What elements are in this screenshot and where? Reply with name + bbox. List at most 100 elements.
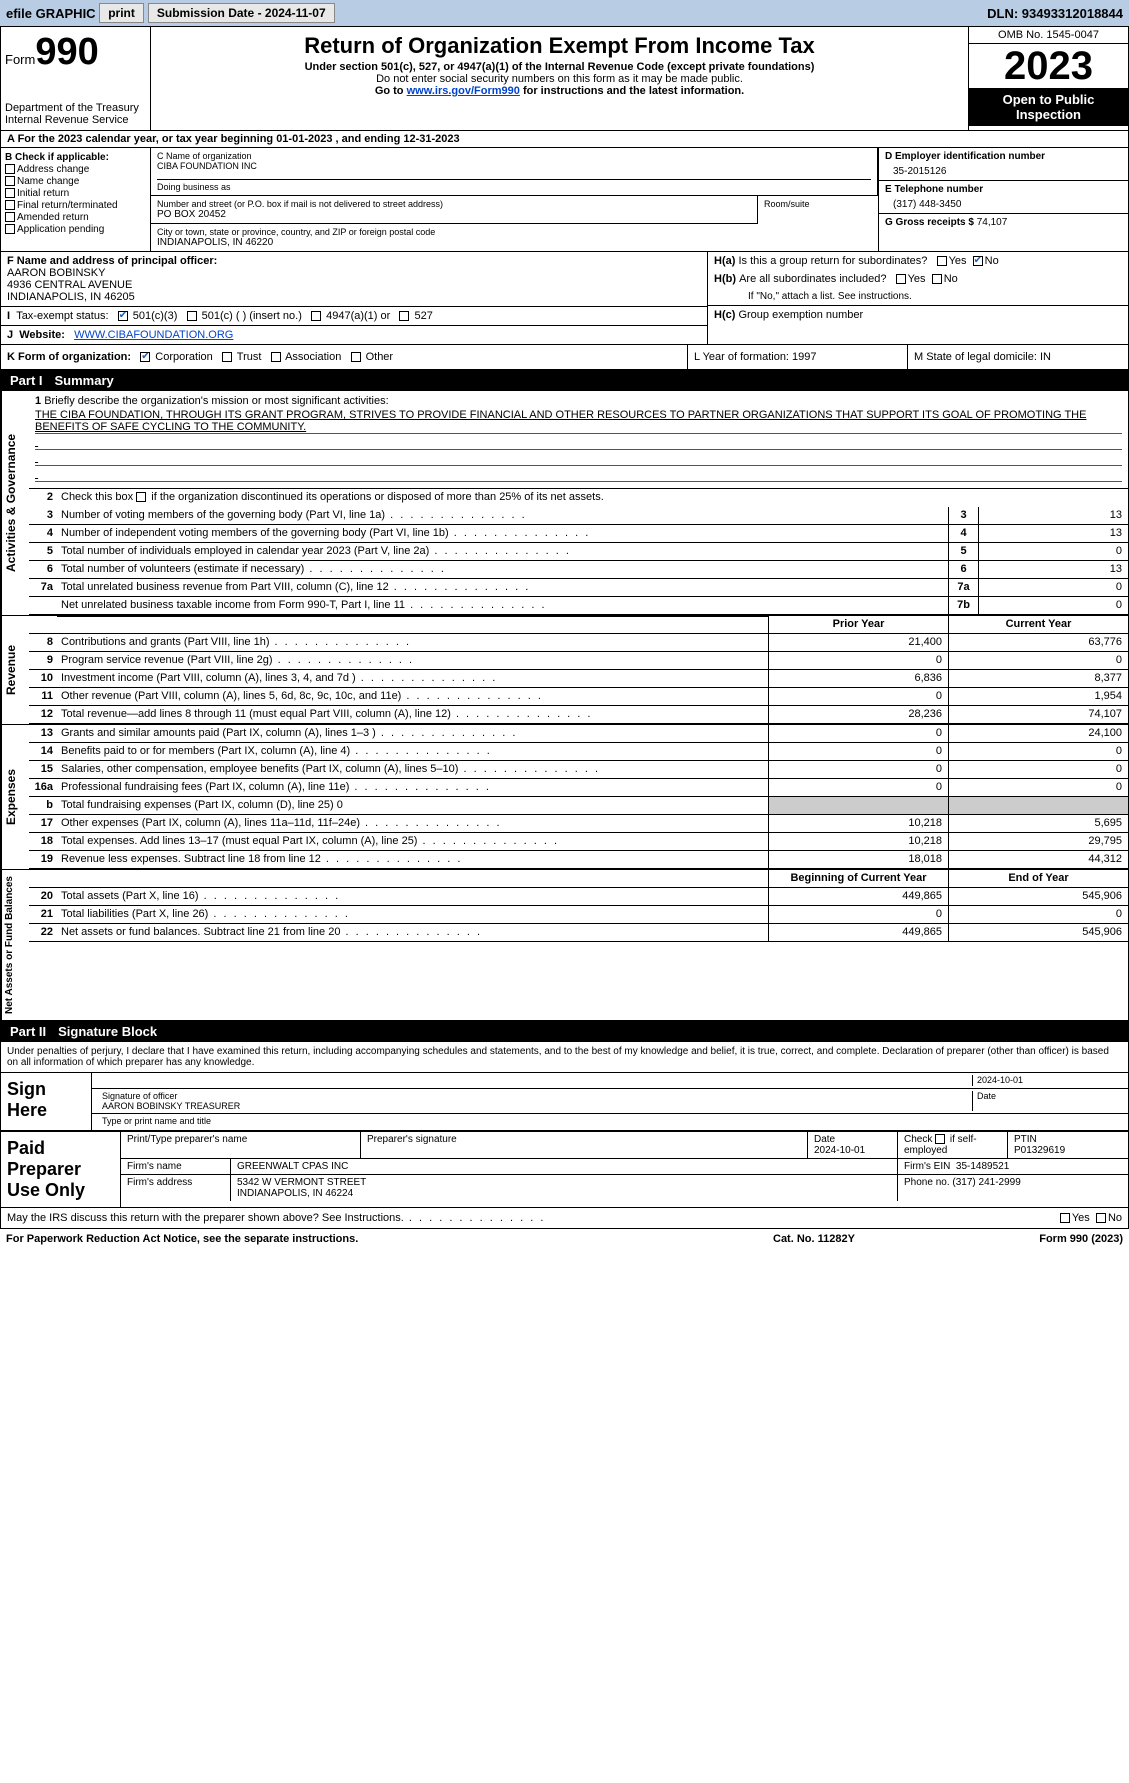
ptin-label: PTIN — [1014, 1134, 1037, 1145]
firm-name: GREENWALT CPAS INC — [231, 1159, 898, 1174]
open-inspection: Open to Public Inspection — [969, 88, 1128, 126]
chk-ha-no[interactable] — [973, 256, 983, 266]
form-title: Return of Organization Exempt From Incom… — [155, 33, 964, 59]
declaration: Under penalties of perjury, I declare th… — [1, 1042, 1128, 1073]
form-number: 990 — [35, 31, 98, 73]
org-name-label: C Name of organization — [157, 151, 871, 161]
ein-label: D Employer identification number — [885, 151, 1122, 162]
chk-other[interactable] — [351, 352, 361, 362]
chk-assoc[interactable] — [271, 352, 281, 362]
org-name: CIBA FOUNDATION INC — [157, 161, 871, 171]
chk-amended[interactable] — [5, 212, 15, 222]
gov-row: 6Total number of volunteers (estimate if… — [29, 561, 1128, 579]
irs-link[interactable]: www.irs.gov/Form990 — [407, 85, 520, 97]
gov-row: 4Number of independent voting members of… — [29, 525, 1128, 543]
chk-hb-yes[interactable] — [896, 274, 906, 284]
col-prior: Prior Year — [768, 616, 948, 633]
omb-number: OMB No. 1545-0047 — [969, 27, 1128, 44]
dept-treasury: Department of the Treasury — [5, 102, 146, 114]
exp-row: 14Benefits paid to or for members (Part … — [29, 743, 1128, 761]
header-right: OMB No. 1545-0047 2023 Open to Public In… — [968, 27, 1128, 130]
form-footer: Form 990 (2023) — [973, 1233, 1123, 1245]
row-a: A For the 2023 calendar year, or tax yea… — [0, 131, 1129, 148]
officer-addr1: 4936 CENTRAL AVENUE — [7, 279, 701, 291]
addr: PO BOX 20452 — [157, 209, 751, 220]
chk-address-change[interactable] — [5, 164, 15, 174]
col-b-header: B Check if applicable: — [5, 152, 146, 163]
q2-pre: Check this box — [61, 491, 136, 503]
firm-phone: (317) 241-2999 — [952, 1177, 1020, 1188]
header-mid: Return of Organization Exempt From Incom… — [151, 27, 968, 130]
col-end: End of Year — [948, 870, 1128, 887]
chk-hb-no[interactable] — [932, 274, 942, 284]
chk-trust[interactable] — [222, 352, 232, 362]
form-label: Form — [5, 52, 35, 67]
city: INDIANAPOLIS, IN 46220 — [157, 237, 872, 248]
chk-name-change[interactable] — [5, 176, 15, 186]
q2-post: if the organization discontinued its ope… — [148, 491, 604, 503]
tab-revenue: Revenue — [1, 616, 29, 724]
sig-type-label: Type or print name and title — [98, 1116, 215, 1128]
paperwork-notice: For Paperwork Reduction Act Notice, see … — [6, 1233, 773, 1245]
rev-row: 11Other revenue (Part VIII, column (A), … — [29, 688, 1128, 706]
gov-row: 5Total number of individuals employed in… — [29, 543, 1128, 561]
chk-discuss-yes[interactable] — [1060, 1213, 1070, 1223]
q1: Briefly describe the organization's miss… — [44, 395, 388, 407]
chk-pending[interactable] — [5, 224, 15, 234]
firm-ein-label: Firm's EIN — [904, 1161, 950, 1172]
chk-discuss-no[interactable] — [1096, 1213, 1106, 1223]
chk-527[interactable] — [399, 311, 409, 321]
part1: Part I Summary Activities & Governance 1… — [0, 370, 1129, 1021]
chk-initial-return[interactable] — [5, 188, 15, 198]
gross-receipts: 74,107 — [977, 217, 1008, 228]
chk-self-employed[interactable] — [935, 1134, 945, 1144]
hb-note: If "No," attach a list. See instructions… — [708, 288, 1128, 305]
tab-expenses: Expenses — [1, 725, 29, 869]
website-label: Website: — [19, 329, 65, 341]
exp-row: 16aProfessional fundraising fees (Part I… — [29, 779, 1128, 797]
tel-label: E Telephone number — [885, 184, 1122, 195]
efile-label: efile GRAPHIC — [6, 6, 96, 21]
irs-label: Internal Revenue Service — [5, 114, 146, 126]
exp-row: bTotal fundraising expenses (Part IX, co… — [29, 797, 1128, 815]
chk-corp[interactable] — [140, 352, 150, 362]
exp-row: 15Salaries, other compensation, employee… — [29, 761, 1128, 779]
header-left: Form990 Department of the Treasury Inter… — [1, 27, 151, 130]
website-link[interactable]: WWW.CIBAFOUNDATION.ORG — [74, 329, 233, 341]
mission-text: THE CIBA FOUNDATION, THROUGH ITS GRANT P… — [35, 409, 1122, 434]
pp-name-label: Print/Type preparer's name — [127, 1134, 247, 1145]
gross-label: G Gross receipts $ — [885, 217, 974, 228]
chk-final-return[interactable] — [5, 200, 15, 210]
chk-501c3[interactable] — [118, 311, 128, 321]
tab-governance: Activities & Governance — [1, 391, 29, 615]
chk-4947[interactable] — [311, 311, 321, 321]
chk-ha-yes[interactable] — [937, 256, 947, 266]
pp-date: 2024-10-01 — [814, 1145, 865, 1156]
subtitle-2: Do not enter social security numbers on … — [155, 73, 964, 85]
rev-row: 8Contributions and grants (Part VIII, li… — [29, 634, 1128, 652]
print-button[interactable]: print — [99, 3, 144, 23]
chk-501c[interactable] — [187, 311, 197, 321]
sign-here-label: Sign Here — [1, 1073, 91, 1130]
rev-row: 9Program service revenue (Part VIII, lin… — [29, 652, 1128, 670]
firm-addr-label: Firm's address — [121, 1175, 231, 1201]
ptin: P01329619 — [1014, 1145, 1065, 1156]
exp-row: 18Total expenses. Add lines 13–17 (must … — [29, 833, 1128, 851]
city-label: City or town, state or province, country… — [157, 227, 872, 237]
row-k: K Form of organization: Corporation Trus… — [0, 345, 1129, 370]
goto-pre: Go to — [375, 85, 407, 97]
sig-officer-name: AARON BOBINSKY TREASURER — [102, 1101, 240, 1111]
part1-title: Summary — [55, 373, 114, 388]
part2-header: Part II Signature Block — [0, 1021, 1129, 1042]
dba-label: Doing business as — [157, 179, 871, 192]
chk-discontinued[interactable] — [136, 492, 146, 502]
officer-name: AARON BOBINSKY — [7, 267, 701, 279]
submission-date: Submission Date - 2024-11-07 — [148, 3, 335, 23]
col-current: Current Year — [948, 616, 1128, 633]
net-row: 22Net assets or fund balances. Subtract … — [29, 924, 1128, 942]
cat-no: Cat. No. 11282Y — [773, 1233, 973, 1245]
col-beginning: Beginning of Current Year — [768, 870, 948, 887]
rev-row: 12Total revenue—add lines 8 through 11 (… — [29, 706, 1128, 724]
net-row: 21Total liabilities (Part X, line 26)00 — [29, 906, 1128, 924]
firm-addr2: INDIANAPOLIS, IN 46224 — [237, 1188, 353, 1199]
